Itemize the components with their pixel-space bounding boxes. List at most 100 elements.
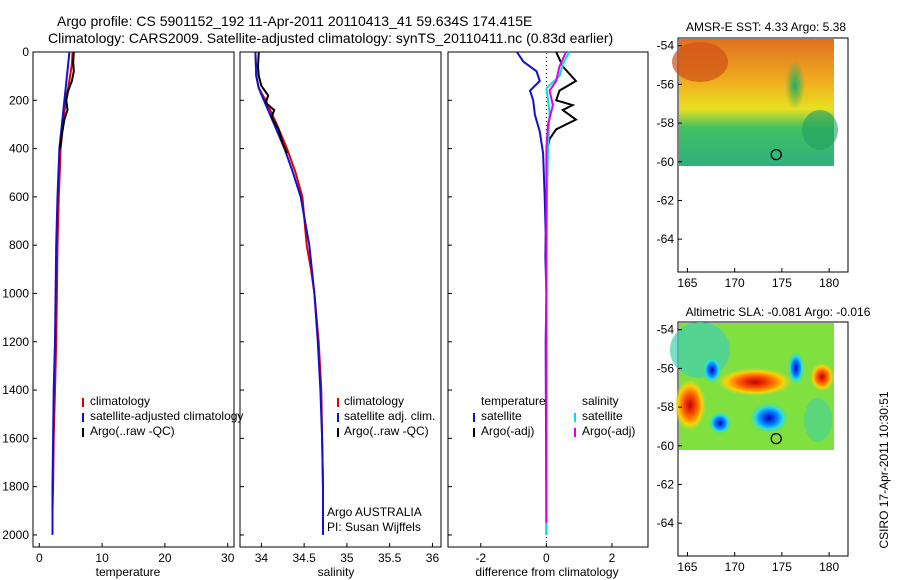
x-tick-label: 175	[772, 560, 792, 574]
figure-title-line2: Climatology: CARS2009. Satellite-adjuste…	[48, 30, 613, 46]
y-tick-label: -60	[657, 155, 675, 169]
difference-legend-salinity: salinity satellite Argo(-adj)	[574, 394, 635, 438]
sst-warm-patch	[672, 42, 728, 82]
temperature-axes	[32, 51, 235, 548]
y-tick-label: 800	[9, 238, 29, 252]
y-tick-label: 1200	[2, 335, 29, 349]
x-tick-label: -2	[475, 551, 486, 565]
series-line-argo	[545, 51, 578, 154]
x-tick-label: 34	[255, 551, 269, 565]
legend-label-salinity-satellite: satellite	[582, 409, 623, 423]
series-line-satellite	[516, 51, 548, 535]
sla-negative-anomaly	[750, 403, 788, 433]
sla-map-axes	[677, 321, 849, 557]
x-tick-label: 35	[340, 551, 354, 565]
legend-heading-salinity: salinity	[582, 394, 619, 408]
sst-map-panel: AMSR-E SST: 4.33 Argo: 5.38 165 170 175 180…	[657, 20, 849, 290]
y-tick-label: -58	[657, 116, 675, 130]
sst-cool-patch	[785, 60, 805, 110]
x-tick-label: 175	[772, 276, 792, 290]
sla-positive-anomaly	[674, 379, 706, 431]
y-tick-label: -62	[657, 477, 675, 491]
x-tick-label: 10	[95, 551, 109, 565]
temperature-panel: 0 10 20 30 0 200 400 600 800 1000 1200 1400 1600 1800…	[2, 45, 243, 579]
y-tick-label: 200	[9, 93, 29, 107]
x-tick-label: 180	[819, 276, 839, 290]
legend-label-climatology: climatology	[344, 394, 404, 408]
x-tick-label: 170	[725, 276, 745, 290]
x-tick-label: 170	[725, 560, 745, 574]
difference-xlabel: difference from climatology	[475, 565, 618, 579]
series-line-argo_adj	[545, 51, 567, 523]
y-tick-label: 1800	[2, 480, 29, 494]
y-tick-label: 2000	[2, 528, 29, 542]
sst-map-axes	[677, 37, 849, 273]
sla-negative-anomaly	[703, 357, 721, 383]
figure-title-line1: Argo profile: CS 5901152_192 11-Apr-2011…	[57, 13, 532, 29]
sst-field	[672, 39, 838, 166]
data-centre-annotation: Argo AUSTRALIA	[327, 505, 422, 519]
pi-annotation: PI: Susan Wijffels	[327, 520, 421, 534]
temperature-legend: climatology satellite-adjusted climatolo…	[82, 394, 243, 438]
y-tick-label: 1000	[2, 286, 29, 300]
salinity-panel: 34 34.5 35 35.5 36 salinity climatology sate…	[239, 51, 442, 579]
sla-field-patch	[670, 322, 730, 378]
y-tick-label: 1400	[2, 383, 29, 397]
argo-float-marker	[770, 148, 782, 161]
timestamp-stamp: CSIRO 17-Apr-2011 10:30:51	[877, 391, 891, 549]
series-line-satellite	[51, 51, 71, 535]
y-tick-label: 400	[9, 142, 29, 156]
temperature-xlabel: temperature	[96, 565, 161, 579]
series-line-satellite	[254, 51, 324, 535]
x-tick-label: 0	[543, 551, 550, 565]
legend-label-argo: Argo(..raw -QC)	[90, 424, 175, 438]
x-tick-label: 34.5	[292, 551, 316, 565]
x-tick-label: 35.5	[378, 551, 402, 565]
y-tick-label: 1600	[2, 431, 29, 445]
y-tick-label: -60	[657, 439, 675, 453]
x-tick-label: 0	[36, 551, 43, 565]
sla-positive-anomaly	[810, 363, 834, 391]
series-line-argo	[59, 51, 75, 149]
legend-label-climatology: climatology	[90, 394, 150, 408]
salinity-axes	[239, 51, 442, 548]
x-tick-label: 165	[677, 276, 697, 290]
y-tick-label: 0	[22, 45, 29, 59]
sla-negative-anomaly	[788, 352, 804, 384]
x-tick-label: 2	[609, 551, 616, 565]
difference-legend-temperature: temperature satellite Argo(-adj)	[473, 394, 546, 438]
x-tick-label: 36	[426, 551, 440, 565]
y-tick-label: -54	[657, 39, 675, 53]
y-tick-label: -54	[657, 323, 675, 337]
argo-float-marker	[770, 432, 782, 445]
salinity-legend: climatology satellite adj. clim. Argo(..…	[337, 394, 435, 438]
y-tick-label: -64	[657, 232, 675, 246]
y-tick-label: -58	[657, 400, 675, 414]
legend-label-argo: Argo(..raw -QC)	[344, 424, 429, 438]
legend-label-argo-adj: Argo(-adj)	[481, 424, 534, 438]
legend-label-satellite: satellite-adjusted climatology	[90, 409, 243, 423]
sla-field-patch	[804, 398, 832, 442]
x-tick-label: 20	[158, 551, 172, 565]
difference-axes	[447, 51, 649, 548]
sla-field	[670, 322, 834, 450]
sla-map-panel: Altimetric SLA: -0.081 Argo: -0.016 165 1…	[657, 305, 871, 574]
sst-cool-patch	[802, 110, 838, 150]
sla-positive-anomaly	[717, 368, 793, 396]
legend-label-salinity-argo-adj: Argo(-adj)	[582, 424, 635, 438]
salinity-xlabel: salinity	[318, 565, 355, 579]
legend-label-satellite: satellite adj. clim.	[344, 409, 435, 423]
difference-panel: -2 0 2 difference from climatology tempera…	[447, 51, 649, 579]
x-tick-label: 180	[819, 560, 839, 574]
legend-label-satellite: satellite	[481, 409, 522, 423]
sla-map-title: Altimetric SLA: -0.081 Argo: -0.016	[686, 305, 871, 319]
legend-heading-temperature: temperature	[481, 394, 546, 408]
y-tick-label: 600	[9, 190, 29, 204]
y-tick-label: -56	[657, 77, 675, 91]
x-tick-label: 30	[221, 551, 235, 565]
series-line-argo	[256, 51, 288, 154]
sst-map-title: AMSR-E SST: 4.33 Argo: 5.38	[686, 20, 846, 34]
x-tick-label: 165	[677, 560, 697, 574]
sla-negative-anomaly	[709, 412, 731, 434]
